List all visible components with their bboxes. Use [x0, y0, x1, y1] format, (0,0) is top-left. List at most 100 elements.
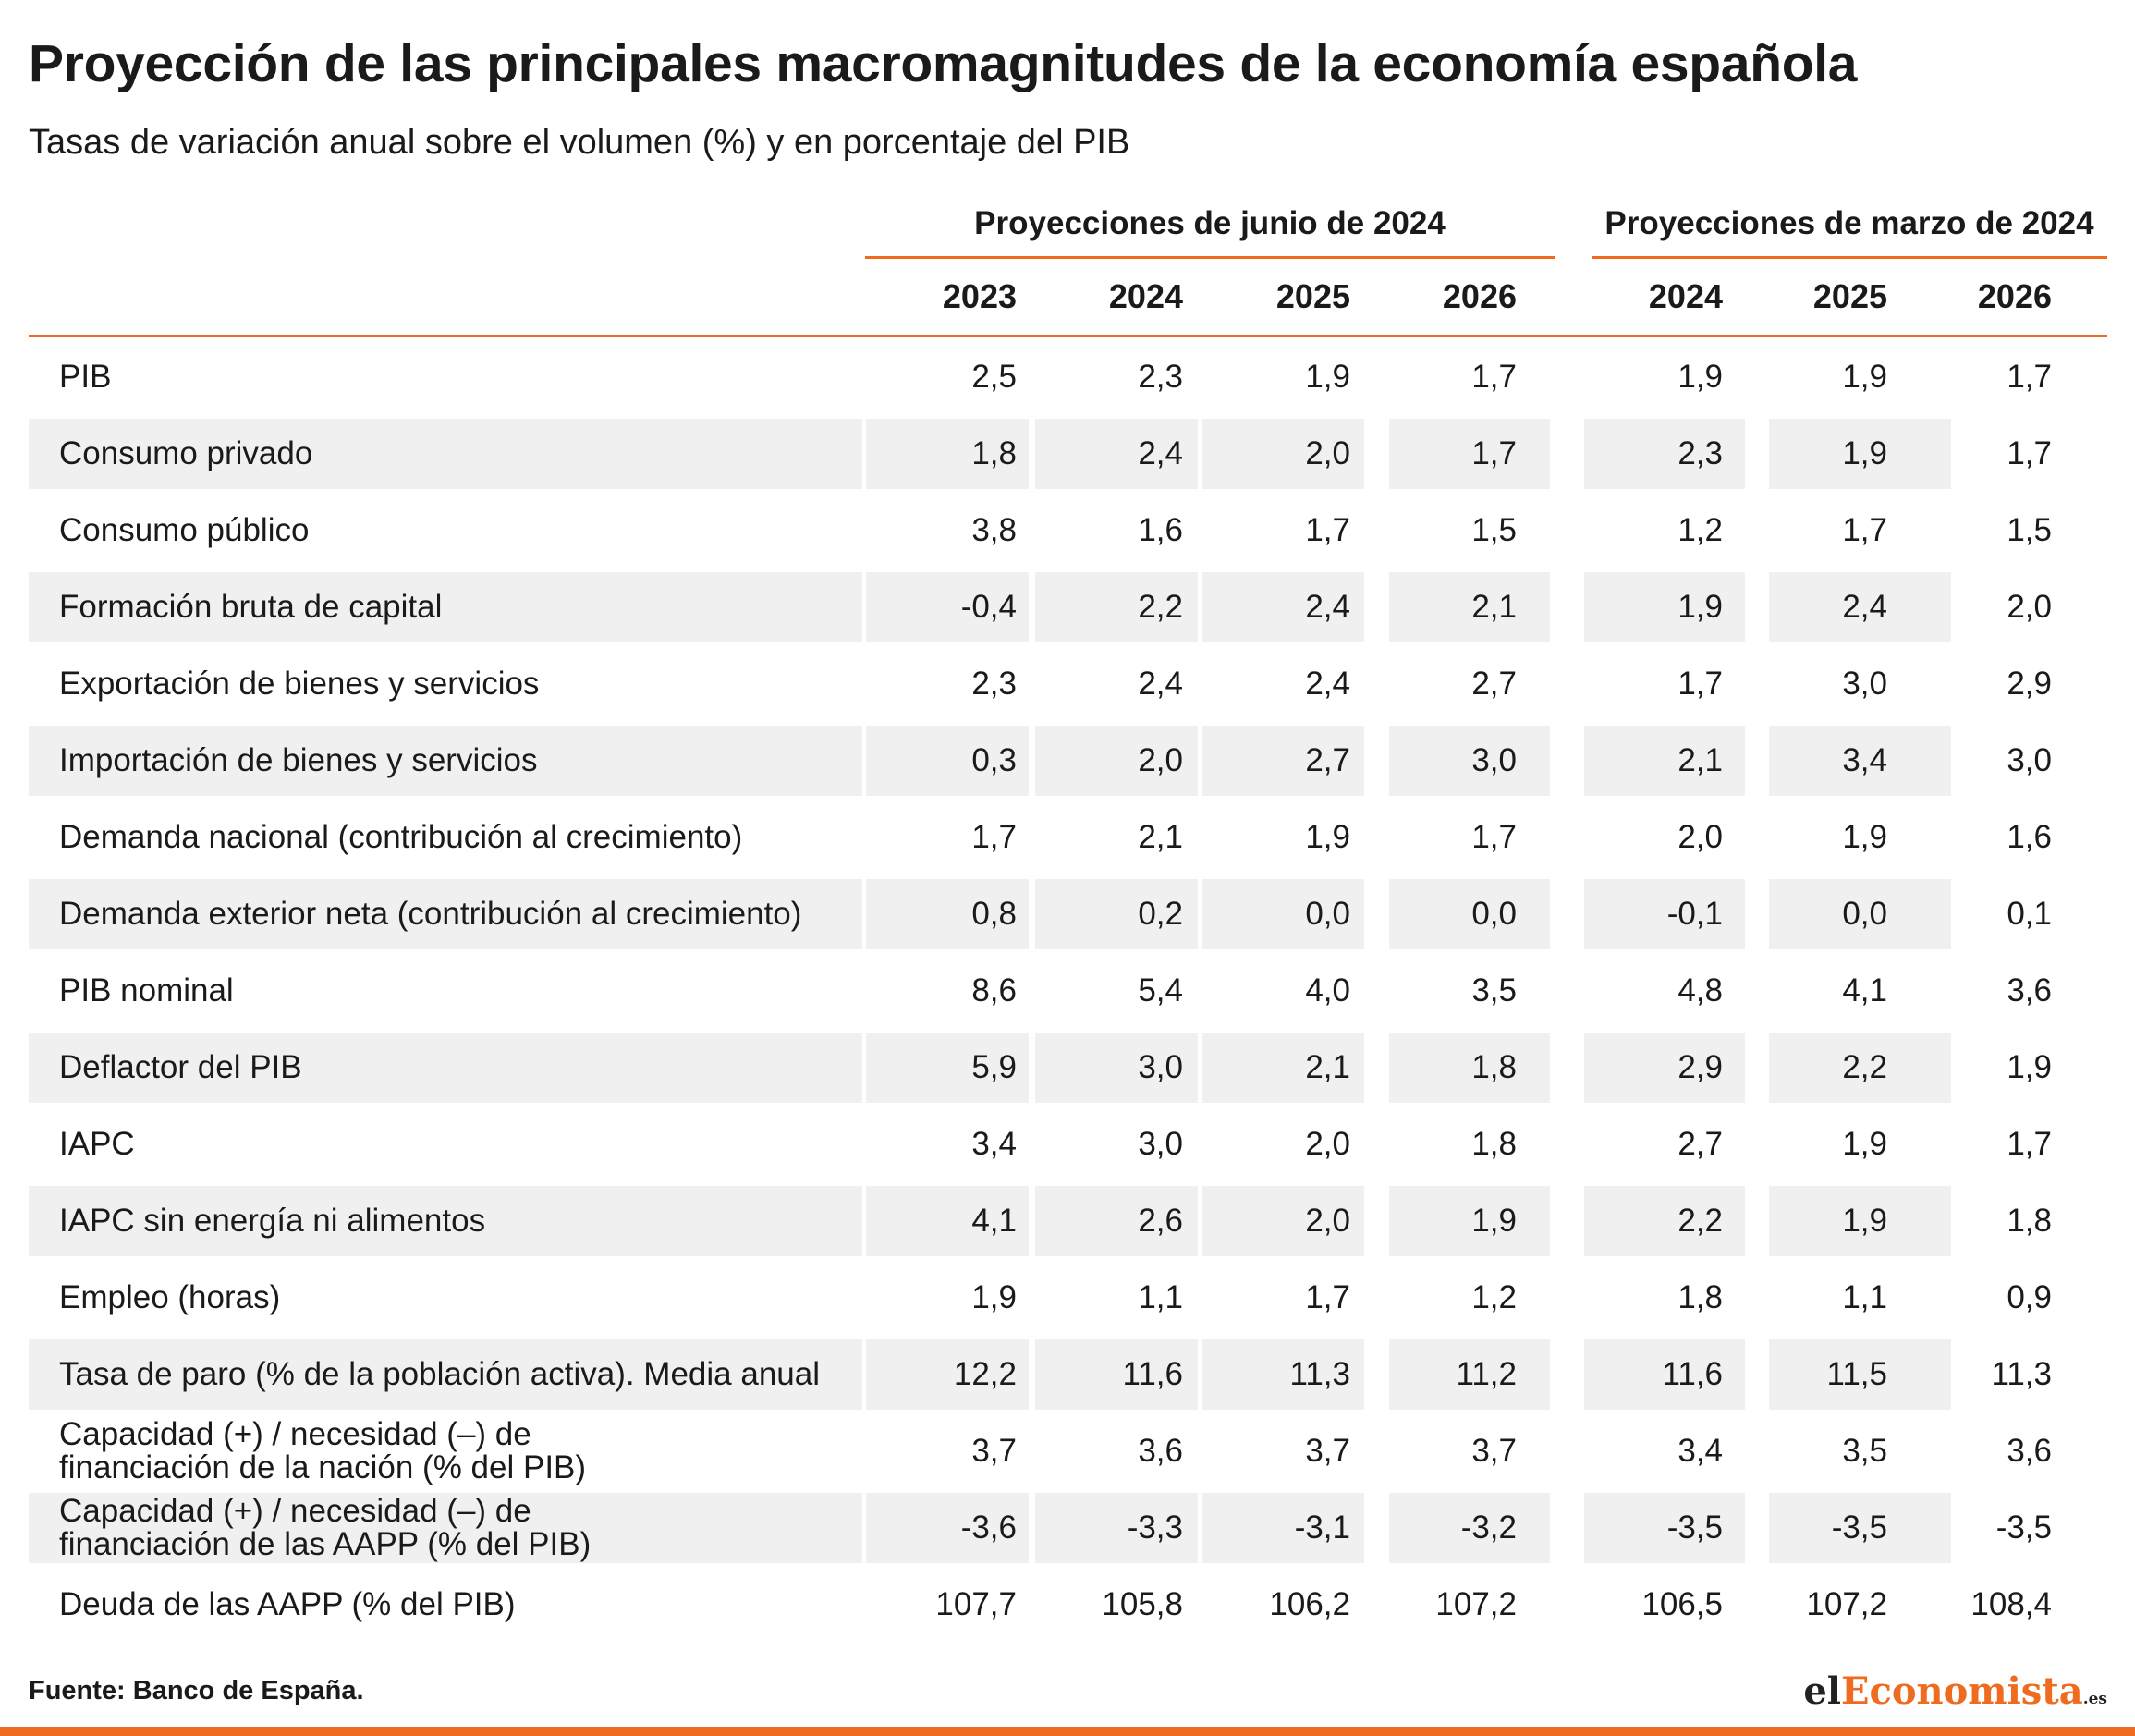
row-value: 3,5 — [1471, 972, 1517, 1009]
row-value: 4,1 — [1842, 972, 1887, 1009]
row-value: 2,7 — [1678, 1126, 1723, 1162]
row-value: 106,2 — [1269, 1586, 1350, 1622]
row-value: 1,8 — [2007, 1203, 2052, 1239]
row-value: 1,9 — [1842, 435, 1887, 471]
row-value: 2,4 — [1138, 666, 1183, 702]
row-value: 11,2 — [1456, 1356, 1517, 1392]
row-cell-background — [1202, 572, 1364, 642]
row-value: 3,7 — [971, 1433, 1017, 1469]
row-cell-background — [1202, 726, 1364, 796]
row-value: 2,4 — [1842, 589, 1887, 625]
row-cell-background — [29, 879, 862, 949]
header-divider — [29, 335, 2107, 337]
table-row: PIB 2,5 2,3 1,9 1,7 1,9 1,9 1,7 — [29, 342, 2107, 412]
row-value: 2,3 — [971, 666, 1017, 702]
row-value: 2,9 — [1678, 1049, 1723, 1085]
row-value: 4,8 — [1678, 972, 1723, 1009]
row-value: 1,9 — [1305, 819, 1350, 855]
table-row: Importación de bienes y servicios 0,3 2,0 2… — [29, 726, 2107, 796]
table-row: Consumo privado 1,8 2,4 2,0 1,7 2,3 1,9 1,7 — [29, 419, 2107, 489]
row-value: 1,7 — [1471, 819, 1517, 855]
row-cell-background — [1202, 1339, 1364, 1410]
row-value: 1,9 — [971, 1279, 1017, 1315]
row-cell-background — [29, 1186, 862, 1256]
row-value: 3,5 — [1842, 1433, 1887, 1469]
row-cell-background — [29, 572, 862, 642]
row-label: Capacidad (+) / necesidad (–) de financi… — [59, 1416, 587, 1485]
row-cell-background — [866, 1493, 1029, 1563]
row-value: 2,3 — [1138, 359, 1183, 395]
row-label: Consumo privado — [59, 435, 313, 471]
row-cell-background — [1035, 419, 1198, 489]
row-value: 2,2 — [1678, 1203, 1723, 1239]
row-value: 0,9 — [2007, 1279, 2052, 1315]
row-cell-background — [29, 1109, 862, 1180]
table-row: Deflactor del PIB 5,9 3,0 2,1 1,8 2,9 2,2 1,9 — [29, 1033, 2107, 1103]
row-cell-background — [29, 726, 862, 796]
row-cell-background — [1035, 1493, 1198, 1563]
row-cell-background — [1769, 1339, 1951, 1410]
row-value: 1,7 — [1842, 512, 1887, 548]
row-cell-background — [1202, 1186, 1364, 1256]
row-value: 1,6 — [1138, 512, 1183, 548]
logo-part2: Economista — [1840, 1669, 2083, 1713]
table-row: Consumo público 3,8 1,6 1,7 1,5 1,2 1,7 1,5 — [29, 495, 2107, 566]
row-value: 1,5 — [1471, 512, 1517, 548]
row-cell-background — [1769, 726, 1951, 796]
row-value: 107,2 — [1435, 1586, 1517, 1622]
table-row: Exportación de bienes y servicios 2,3 2,4 2… — [29, 649, 2107, 719]
logo-tld: .es — [2082, 1690, 2107, 1708]
row-value: -3,6 — [960, 1510, 1017, 1546]
row-value: -3,5 — [1666, 1510, 1723, 1546]
row-value: 1,9 — [1842, 1203, 1887, 1239]
row-cell-background — [1584, 1493, 1745, 1563]
row-value: 3,0 — [1138, 1049, 1183, 1085]
row-value: 3,4 — [1842, 742, 1887, 778]
row-value: 0,1 — [2007, 896, 2052, 932]
year-header-march-2024: 2024 — [1648, 277, 1723, 315]
row-value: 5,4 — [1138, 972, 1183, 1009]
row-cell-background — [1389, 1186, 1550, 1256]
row-value: 3,6 — [1138, 1433, 1183, 1469]
row-value: 0,2 — [1138, 896, 1183, 932]
row-cell-background — [1584, 1339, 1745, 1410]
row-value: 1,9 — [1305, 359, 1350, 395]
row-cell-background — [1584, 572, 1745, 642]
row-value: -3,1 — [1294, 1510, 1350, 1546]
row-cell-background — [866, 1186, 1029, 1256]
table-row: Demanda nacional (contribución al crecim… — [29, 802, 2107, 873]
row-value: 1,7 — [2007, 1126, 2052, 1162]
row-label: IAPC sin energía ni alimentos — [59, 1203, 486, 1239]
row-value: 1,8 — [1678, 1279, 1723, 1315]
row-label: Demanda exterior neta (contribución al c… — [59, 896, 802, 932]
row-cell-background — [29, 1033, 862, 1103]
table-row: Capacidad (+) / necesidad (–) de financi… — [29, 1416, 2107, 1486]
table-row: Capacidad (+) / necesidad (–) de financi… — [29, 1493, 2107, 1563]
row-value: 2,1 — [1138, 819, 1183, 855]
row-value: -3,3 — [1127, 1510, 1183, 1546]
row-value: 2,0 — [1138, 742, 1183, 778]
table-row: PIB nominal 8,6 5,4 4,0 3,5 4,8 4,1 3,6 — [29, 956, 2107, 1026]
row-value: 3,8 — [971, 512, 1017, 548]
row-cell-background — [866, 572, 1029, 642]
row-value: 1,9 — [1471, 1203, 1517, 1239]
row-cell-background — [1769, 1493, 1951, 1563]
row-value: 2,1 — [1305, 1049, 1350, 1085]
row-cell-background — [1035, 572, 1198, 642]
row-cell-background — [1584, 726, 1745, 796]
row-value: 2,4 — [1305, 589, 1350, 625]
row-value: 2,5 — [971, 359, 1017, 395]
row-label: Exportación de bienes y servicios — [59, 666, 540, 702]
row-label: IAPC — [59, 1126, 135, 1162]
row-cell-background — [29, 419, 862, 489]
row-value: 1,6 — [2007, 819, 2052, 855]
row-label: Importación de bienes y servicios — [59, 742, 538, 778]
group-underline-june — [865, 256, 1555, 259]
row-cell-background — [1584, 1033, 1745, 1103]
row-value: 2,0 — [1305, 435, 1350, 471]
row-value: 3,4 — [971, 1126, 1017, 1162]
bottom-accent-bar — [0, 1727, 2135, 1736]
row-value: 1,9 — [1678, 359, 1723, 395]
row-value: 2,9 — [2007, 666, 2052, 702]
row-cell-background — [1769, 1186, 1951, 1256]
